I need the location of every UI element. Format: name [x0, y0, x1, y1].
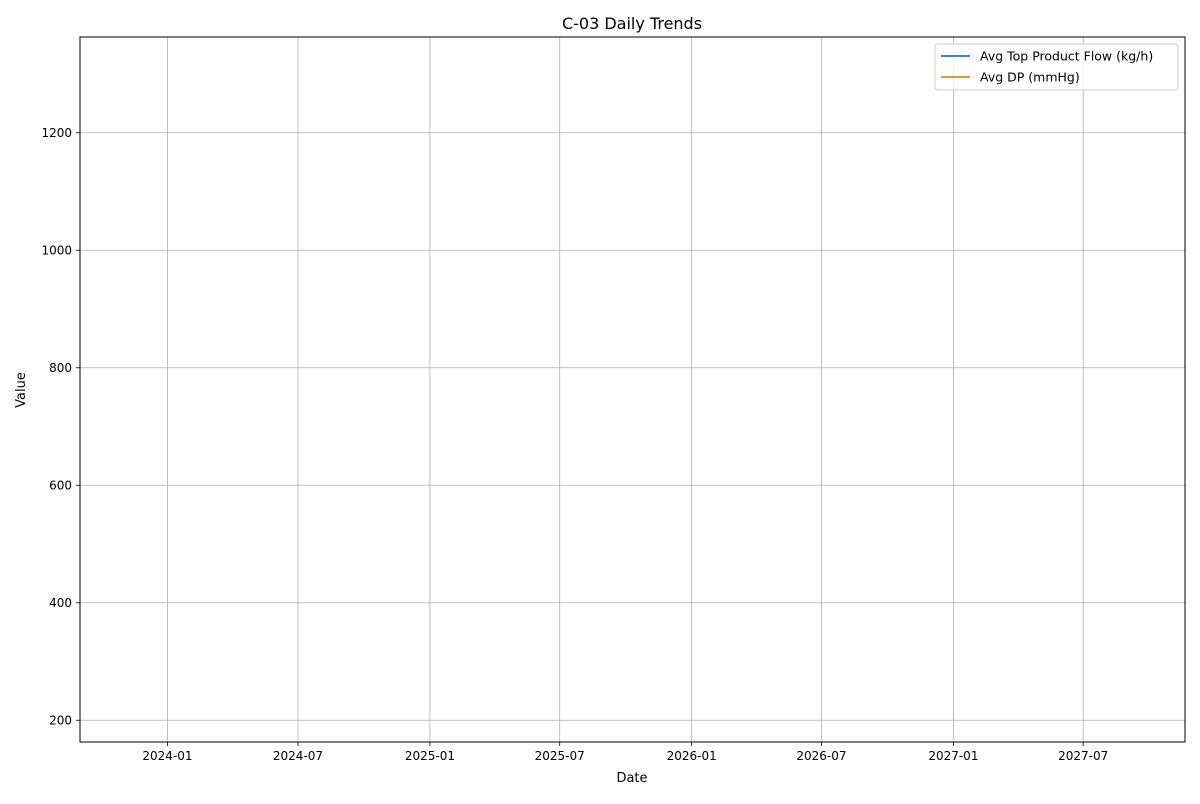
x-axis-label: Date [616, 771, 647, 786]
x-tick-label: 2027-07 [1058, 749, 1108, 763]
y-tick-label: 600 [49, 478, 72, 492]
legend-box [934, 43, 1179, 91]
legend: Avg Top Product Flow (kg/h) Avg DP (mmHg) [934, 43, 1179, 91]
x-tick-label: 2024-01 [142, 749, 192, 763]
y-tick-label: 200 [49, 713, 72, 727]
x-tick-label: 2024-07 [273, 749, 323, 763]
plot-frame [79, 36, 1186, 743]
x-tick-label: 2026-07 [796, 749, 846, 763]
y-tick-label: 800 [49, 361, 72, 375]
y-tick-label: 1200 [41, 126, 72, 140]
x-tick-label: 2025-07 [535, 749, 585, 763]
x-tick-label: 2027-01 [928, 749, 978, 763]
legend-label-2: Avg DP (mmHg) [980, 70, 1080, 85]
x-tick-label: 2025-01 [405, 749, 455, 763]
y-tick-label: 1000 [41, 243, 72, 257]
grid [80, 37, 1185, 742]
y-tick-label: 400 [49, 596, 72, 610]
x-axis-ticks: 2024-01 2024-07 2025-01 2025-07 2026-01 2026-… [142, 742, 1108, 763]
x-tick-label: 2026-01 [667, 749, 717, 763]
legend-label-1: Avg Top Product Flow (kg/h) [980, 49, 1153, 64]
chart-title: C-03 Daily Trends [562, 14, 702, 33]
y-axis-ticks: 200 400 600 800 1000 1200 [41, 126, 80, 727]
y-axis-label: Value [14, 372, 29, 408]
